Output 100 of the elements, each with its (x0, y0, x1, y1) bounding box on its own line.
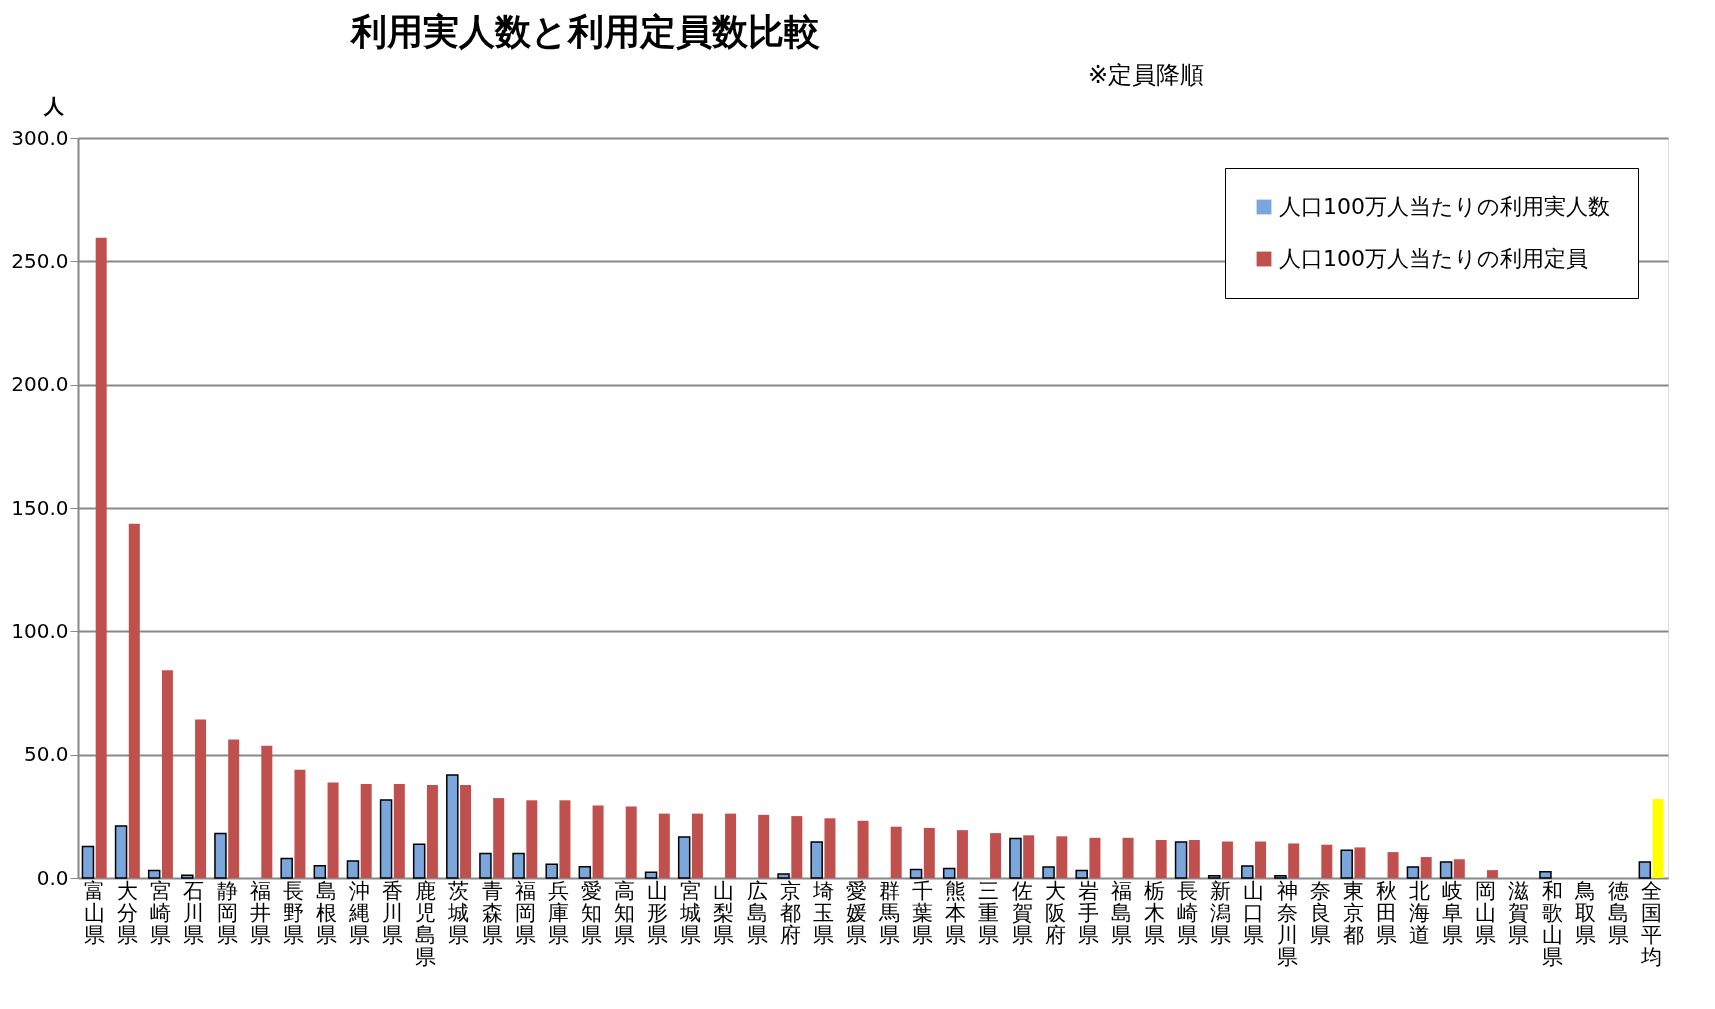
bar (942, 867, 956, 879)
bar (923, 827, 935, 878)
x-tick-label: 大分県 (117, 878, 139, 947)
x-tick-label: 千葉県 (912, 878, 934, 947)
bar (1122, 837, 1134, 878)
x-tick-label: 全国平均 (1639, 878, 1662, 969)
x-tick-label: 岡山県 (1475, 878, 1497, 947)
bar (1009, 837, 1022, 879)
bar (412, 843, 426, 879)
bar (294, 769, 306, 878)
x-tick-label: 島根県 (315, 878, 337, 947)
bar (161, 670, 173, 878)
bar (758, 814, 770, 878)
x-tick-label: 栃木県 (1144, 878, 1166, 947)
bar (195, 719, 207, 878)
bar (1340, 849, 1353, 879)
bar (1042, 866, 1055, 879)
bar (545, 863, 558, 879)
bar (1023, 835, 1035, 878)
x-tick-label: 石川県 (183, 878, 205, 947)
bar (1221, 841, 1233, 878)
x-tick-label: 滋賀県 (1508, 878, 1530, 947)
x-tick-label: 沖縄県 (348, 878, 371, 947)
x-tick-label: 新潟県 (1210, 878, 1232, 947)
bar (1274, 875, 1287, 879)
bar (625, 806, 637, 878)
x-tick-label: 香川県 (382, 878, 404, 947)
y-tick-label: 150.0 (11, 495, 69, 520)
x-tick-label: 三重県 (978, 878, 1000, 947)
x-tick-label: 宮崎県 (150, 878, 172, 947)
x-tick-label: 山口県 (1243, 878, 1265, 947)
x-tick-label: 茨城県 (447, 878, 470, 947)
bar (658, 813, 670, 878)
x-tick-label: 鳥取県 (1573, 878, 1596, 947)
x-tick-label: 群馬県 (878, 878, 901, 947)
x-tick-label: 愛知県 (580, 878, 602, 947)
legend-label: 人口100万人当たりの利用定員 (1279, 246, 1588, 271)
bar (1255, 841, 1267, 878)
x-tick-label: 鹿児島県 (415, 878, 437, 969)
x-tick-label: 岩手県 (1077, 878, 1099, 947)
x-tick-label: 埼玉県 (811, 878, 834, 947)
bar (214, 832, 227, 879)
bar (1638, 861, 1652, 879)
x-tick-label: 徳島県 (1607, 878, 1629, 947)
bar (280, 857, 293, 879)
x-tick-label: 熊本県 (945, 878, 967, 947)
bar (147, 869, 161, 879)
bar (479, 852, 492, 879)
bar (1406, 866, 1420, 879)
bar (1453, 859, 1465, 878)
bar (1288, 843, 1300, 878)
x-tick-label: 長崎県 (1177, 878, 1199, 947)
bar (512, 852, 525, 879)
bar (592, 805, 604, 878)
bar (1241, 865, 1254, 879)
bar (559, 800, 571, 878)
x-tick-label: 佐賀県 (1011, 878, 1033, 947)
bar (1056, 836, 1068, 878)
x-tick-label: 山形県 (647, 878, 669, 947)
bar (1439, 861, 1453, 879)
legend-label: 人口100万人当たりの利用実人数 (1279, 194, 1610, 219)
x-tick-label: 長野県 (282, 878, 304, 947)
x-tick-label: 岐阜県 (1442, 878, 1464, 947)
x-tick-label: 愛媛県 (845, 878, 867, 947)
x-tick-label: 兵庫県 (547, 878, 569, 947)
bar (1075, 869, 1088, 879)
bar (181, 874, 194, 879)
bar (261, 745, 273, 878)
x-tick-label: 大阪府 (1044, 878, 1066, 947)
x-tick-label: 高知県 (614, 878, 636, 947)
y-tick-label: 100.0 (11, 618, 69, 643)
bar (725, 813, 737, 878)
bar (493, 798, 505, 878)
bar (1174, 841, 1188, 879)
y-tick-label: 250.0 (11, 248, 69, 273)
bar (990, 833, 1002, 878)
bar (228, 739, 240, 878)
x-tick-label: 宮城県 (679, 878, 702, 947)
bar (1486, 870, 1498, 878)
x-tick-label: 京都府 (779, 878, 801, 947)
bar (1155, 840, 1167, 878)
y-tick-label: 200.0 (11, 372, 69, 397)
x-tick-label: 東京都 (1342, 878, 1364, 947)
x-tick-label: 神奈川県 (1276, 878, 1298, 969)
y-tick-label: 50.0 (23, 742, 69, 767)
bar (810, 841, 823, 879)
bar (379, 799, 393, 879)
bar (1539, 871, 1552, 879)
bar (1387, 852, 1399, 878)
x-tick-label: 北海道 (1409, 878, 1431, 947)
bar (909, 868, 923, 879)
y-tick-label: 300.0 (11, 125, 69, 150)
x-tick-label: 静岡県 (216, 878, 238, 947)
bar (346, 860, 360, 879)
bar (360, 784, 372, 878)
y-axis-title: 人 (42, 93, 65, 118)
x-tick-label: 青森県 (481, 878, 503, 947)
bar (1089, 837, 1101, 878)
bar (327, 782, 339, 878)
bar (446, 774, 459, 879)
